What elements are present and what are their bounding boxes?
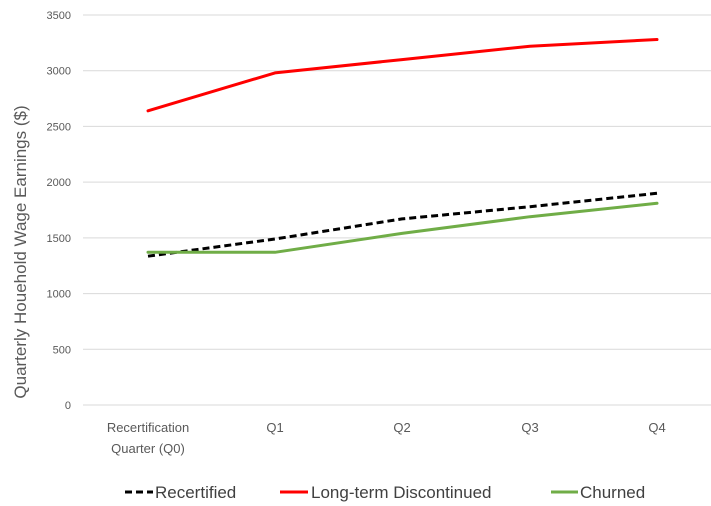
- series-line-churned: [146, 201, 659, 254]
- y-tick-label: 2000: [47, 177, 71, 189]
- x-tick-label: Q3: [521, 420, 538, 435]
- legend-item: Recertified: [125, 483, 236, 502]
- x-tick-label-line: Quarter (Q0): [111, 441, 185, 456]
- x-tick-label: Q2: [393, 420, 410, 435]
- legend-item: Churned: [551, 483, 645, 502]
- y-tick-label: 3500: [47, 10, 71, 22]
- legend-label: Long-term Discontinued: [311, 483, 491, 502]
- y-axis-ticks: 0 500 1000 1500 2000 2500 3000 3500: [47, 10, 71, 412]
- x-axis-ticks: Recertification Quarter (Q0) Q1 Q2 Q3 Q4: [107, 420, 666, 456]
- legend-label: Recertified: [155, 483, 236, 502]
- x-tick-label-line: Q4: [648, 420, 665, 435]
- x-tick-label-line: Q3: [521, 420, 538, 435]
- y-tick-label: 2500: [47, 121, 71, 133]
- x-tick-label: Q1: [266, 420, 283, 435]
- x-tick-label-line: Q2: [393, 420, 410, 435]
- x-tick-label: Recertification Quarter (Q0): [107, 420, 189, 456]
- x-tick-label: Q4: [648, 420, 665, 435]
- legend: Recertified Long-term Discontinued Churned: [125, 483, 645, 502]
- y-tick-label: 500: [53, 344, 71, 356]
- gridlines: [83, 14, 711, 406]
- legend-item: Long-term Discontinued: [280, 483, 491, 502]
- series-lines: [146, 38, 659, 258]
- x-tick-label-line: Q1: [266, 420, 283, 435]
- y-tick-label: 3000: [47, 66, 71, 78]
- y-tick-label: 1500: [47, 233, 71, 245]
- series-line-recertified: [147, 191, 658, 258]
- x-tick-label-line: Recertification: [107, 420, 189, 435]
- legend-label: Churned: [580, 483, 645, 502]
- series-line-long-term-discontinued: [146, 38, 659, 113]
- y-axis-label: Quarterly Houehold Wage Earnings ($): [11, 105, 30, 398]
- y-tick-label: 0: [65, 400, 71, 412]
- y-tick-label: 1000: [47, 289, 71, 301]
